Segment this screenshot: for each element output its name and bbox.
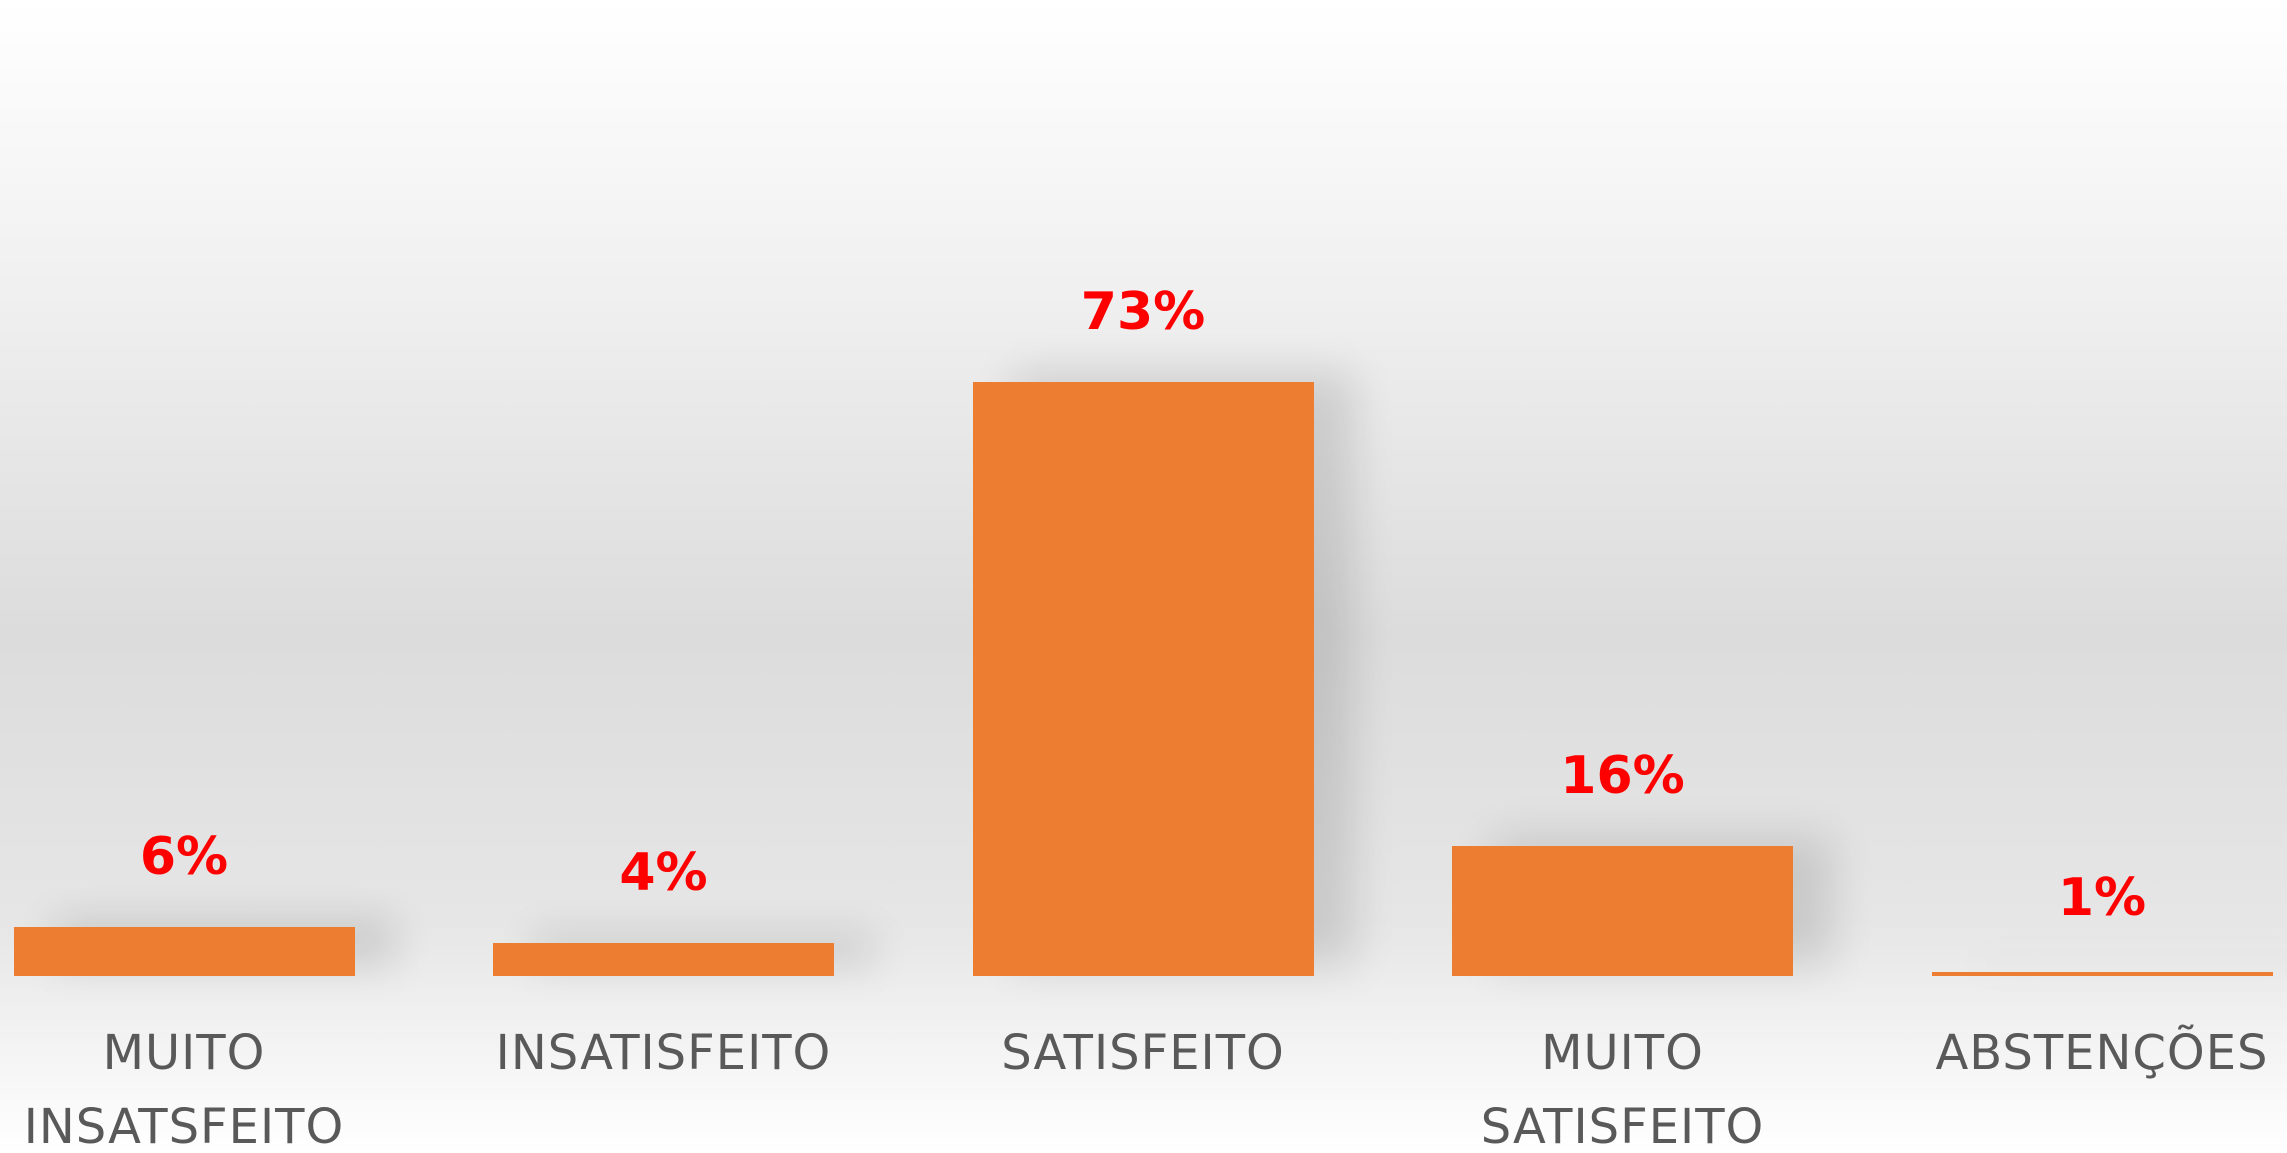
bar: [1452, 845, 1793, 976]
value-label: 6%: [139, 827, 229, 888]
x-tick-label: MUITO SATISFEITO: [1480, 1025, 1765, 1153]
bar: [493, 943, 834, 976]
x-tick-label: ABSTENÇÕES: [1935, 1025, 2269, 1081]
bar: [13, 927, 355, 976]
value-label: 73%: [1080, 281, 1206, 342]
bar: [1931, 972, 2273, 976]
value-label: 1%: [2057, 867, 2147, 928]
x-tick-label: MUITO INSATSFEITO: [23, 1025, 345, 1153]
bar: [972, 381, 1314, 976]
value-label: 4%: [619, 843, 708, 904]
value-label: 16%: [1560, 745, 1685, 806]
x-tick-label: INSATISFEITO: [495, 1025, 832, 1081]
x-tick-label: SATISFEITO: [1001, 1025, 1285, 1081]
